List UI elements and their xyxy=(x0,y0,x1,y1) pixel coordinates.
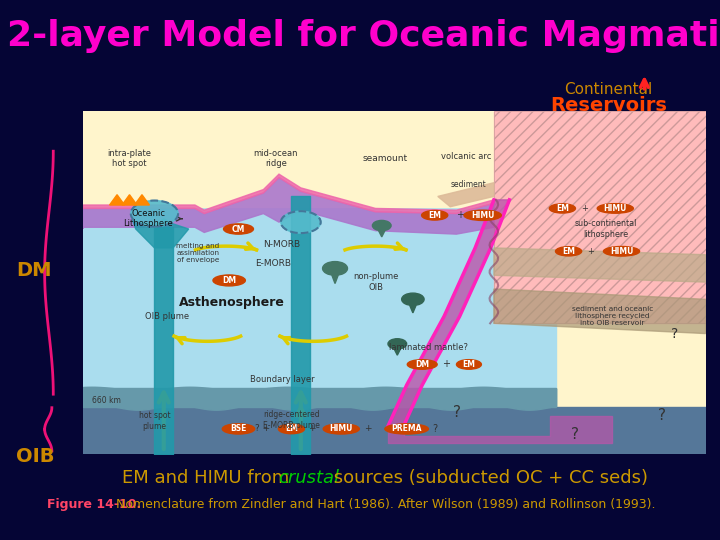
Ellipse shape xyxy=(422,211,448,220)
Bar xyxy=(83,207,556,388)
Ellipse shape xyxy=(549,204,575,213)
Text: ? +: ? + xyxy=(255,424,270,434)
Text: EM and HIMU from: EM and HIMU from xyxy=(122,469,295,487)
Polygon shape xyxy=(395,349,400,355)
Polygon shape xyxy=(135,195,150,205)
Text: DM: DM xyxy=(222,276,236,285)
Ellipse shape xyxy=(213,275,246,286)
Text: OIB: OIB xyxy=(16,447,54,466)
Text: Reservoirs: Reservoirs xyxy=(550,96,667,115)
Text: Boundary layer: Boundary layer xyxy=(250,375,315,384)
Text: Figure 14-10.: Figure 14-10. xyxy=(47,498,141,511)
Circle shape xyxy=(131,200,178,227)
Circle shape xyxy=(402,293,424,306)
Text: laminated mantle?: laminated mantle? xyxy=(389,343,468,352)
Text: +: + xyxy=(442,360,450,369)
Ellipse shape xyxy=(556,247,582,256)
Text: +: + xyxy=(587,247,594,256)
Text: non-plume
OIB: non-plume OIB xyxy=(353,273,398,292)
Ellipse shape xyxy=(456,360,482,369)
Text: ?: ? xyxy=(433,424,438,434)
Text: HIMU: HIMU xyxy=(471,211,495,220)
Circle shape xyxy=(281,211,320,233)
Text: EM: EM xyxy=(556,204,569,213)
Text: sources (subducted OC + CC seds): sources (subducted OC + CC seds) xyxy=(328,469,647,487)
Text: ?: ? xyxy=(658,408,666,423)
Ellipse shape xyxy=(323,424,359,434)
Text: +: + xyxy=(364,424,372,434)
Text: +: + xyxy=(581,204,588,213)
Text: OIB plume: OIB plume xyxy=(145,312,189,321)
Text: ?: ? xyxy=(671,327,678,341)
Circle shape xyxy=(372,220,391,231)
Polygon shape xyxy=(494,289,706,334)
Text: E-MORB: E-MORB xyxy=(255,259,291,268)
Text: Asthenosphere: Asthenosphere xyxy=(179,296,285,309)
Text: N-MORB: N-MORB xyxy=(264,240,301,249)
Bar xyxy=(83,388,556,407)
Polygon shape xyxy=(438,183,494,207)
Polygon shape xyxy=(109,195,125,205)
Polygon shape xyxy=(132,219,189,248)
Text: EM: EM xyxy=(285,424,298,434)
Bar xyxy=(83,407,706,454)
Text: EM: EM xyxy=(562,247,575,256)
Text: ?: ? xyxy=(571,427,579,442)
Text: HIMU: HIMU xyxy=(610,247,633,256)
Text: DM: DM xyxy=(415,360,429,369)
Text: crustal: crustal xyxy=(278,469,339,487)
Ellipse shape xyxy=(279,424,305,434)
Ellipse shape xyxy=(408,360,437,369)
Text: sub-continental
lithosphere: sub-continental lithosphere xyxy=(575,219,637,239)
Text: volcanic arc: volcanic arc xyxy=(441,152,491,161)
Polygon shape xyxy=(379,231,385,237)
Text: ridge-centered
E-MORB plume: ridge-centered E-MORB plume xyxy=(263,410,320,430)
Polygon shape xyxy=(410,306,416,313)
Text: seamount: seamount xyxy=(362,154,408,163)
Text: +: + xyxy=(456,210,464,220)
Bar xyxy=(494,111,706,323)
Ellipse shape xyxy=(223,224,253,234)
Circle shape xyxy=(323,261,348,275)
Text: Oceanic
Lithosphere: Oceanic Lithosphere xyxy=(123,209,173,228)
Text: intra-plate
hot spot: intra-plate hot spot xyxy=(107,149,151,168)
Polygon shape xyxy=(122,195,137,205)
Ellipse shape xyxy=(464,210,501,220)
Text: sediment: sediment xyxy=(451,180,487,189)
Text: Continental: Continental xyxy=(564,82,652,97)
Polygon shape xyxy=(83,174,494,213)
Text: ?: ? xyxy=(452,405,461,420)
Text: CM: CM xyxy=(232,225,246,233)
Text: +: + xyxy=(307,424,315,434)
Polygon shape xyxy=(83,178,494,234)
Text: mid-ocean
ridge: mid-ocean ridge xyxy=(253,149,298,168)
Text: EM: EM xyxy=(428,211,441,220)
Text: HIMU: HIMU xyxy=(603,204,627,213)
Circle shape xyxy=(388,339,407,349)
Ellipse shape xyxy=(597,204,634,213)
Ellipse shape xyxy=(603,246,639,256)
Text: EM: EM xyxy=(462,360,475,369)
Text: melting and
assimilation
of envelope: melting and assimilation of envelope xyxy=(176,243,220,263)
Text: 660 km: 660 km xyxy=(92,396,121,405)
Text: Nomenclature from Zindler and Hart (1986). After Wilson (1989) and Rollinson (19: Nomenclature from Zindler and Hart (1986… xyxy=(112,498,655,511)
Polygon shape xyxy=(332,275,338,284)
Ellipse shape xyxy=(222,424,255,434)
Bar xyxy=(83,111,537,207)
Polygon shape xyxy=(388,200,510,426)
Text: HIMU: HIMU xyxy=(330,424,353,434)
Bar xyxy=(494,111,706,323)
Ellipse shape xyxy=(385,424,428,434)
Polygon shape xyxy=(494,248,706,282)
Text: DM: DM xyxy=(16,260,51,280)
Text: 2-layer Model for Oceanic Magmatism: 2-layer Model for Oceanic Magmatism xyxy=(7,19,720,53)
Text: sediment and oceanic
lithosphere recycled
into OIB reservoir: sediment and oceanic lithosphere recycle… xyxy=(572,306,653,327)
Text: PREMA: PREMA xyxy=(392,424,422,434)
Polygon shape xyxy=(388,416,612,443)
Text: hot spot
plume: hot spot plume xyxy=(139,411,170,431)
Text: BSE: BSE xyxy=(230,424,247,434)
